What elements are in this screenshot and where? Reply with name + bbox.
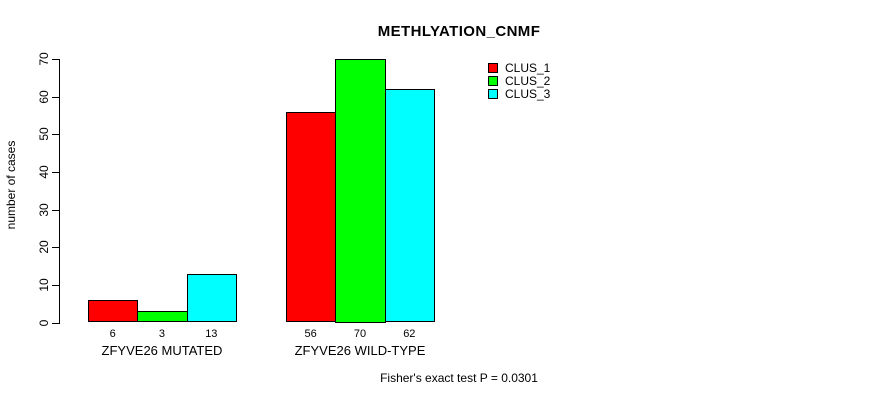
y-axis-tick-label: 50 (37, 127, 51, 141)
y-axis-tick-label: 70 (37, 52, 51, 66)
y-axis-tick-label: 40 (37, 165, 51, 179)
bar-clus_2 (335, 59, 386, 323)
bar-value-label: 70 (353, 328, 367, 340)
y-axis-tick (52, 96, 59, 98)
chart-title: METHLYATION_CNMF (377, 23, 541, 40)
y-axis-line (59, 59, 60, 324)
bar-clus_1 (88, 299, 139, 323)
bar-clus_1 (286, 111, 337, 323)
group-label: ZFYVE26 WILD-TYPE (294, 343, 426, 358)
bar-clus_3 (186, 273, 237, 323)
y-axis-tick (52, 134, 59, 136)
y-axis-tick (52, 247, 59, 249)
bar-clus_3 (384, 89, 435, 323)
bar-value-label: 13 (205, 328, 218, 340)
y-axis-tick-label: 10 (37, 278, 51, 292)
y-axis-tick (52, 209, 59, 211)
bar-value-label: 6 (109, 328, 116, 340)
y-axis-tick (52, 322, 59, 324)
y-axis-tick (52, 59, 59, 60)
bar-clus_2 (137, 311, 188, 323)
bar-value-label: 62 (403, 328, 416, 340)
y-axis-tick (52, 284, 59, 286)
y-axis-tick-label: 60 (37, 89, 51, 104)
y-axis-tick-label: 0 (37, 319, 51, 326)
y-axis-tick-label: 20 (37, 240, 51, 254)
bar-value-label: 56 (304, 328, 317, 340)
y-axis-tick (52, 171, 59, 173)
group-label: ZFYVE26 MUTATED (101, 343, 223, 358)
fisher-test-caption: Fisher's exact test P = 0.0301 (380, 371, 538, 385)
bar-value-label: 3 (158, 328, 166, 340)
y-axis-tick-label: 30 (37, 202, 51, 217)
